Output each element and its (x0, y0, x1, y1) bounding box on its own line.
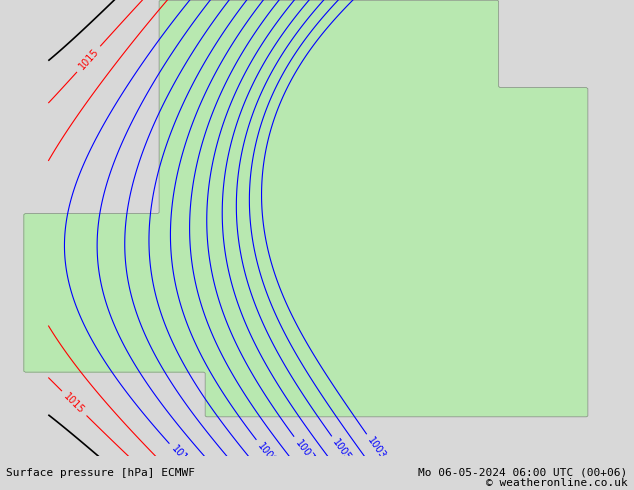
Text: 1005: 1005 (331, 438, 353, 463)
Text: 1013: 1013 (169, 444, 193, 469)
Text: 1008: 1008 (299, 470, 322, 490)
Text: 1015: 1015 (77, 47, 101, 72)
Text: 1014: 1014 (174, 475, 198, 490)
Text: 1010: 1010 (261, 472, 284, 490)
Text: 1015: 1015 (62, 391, 86, 416)
Text: Surface pressure [hPa] ECMWF: Surface pressure [hPa] ECMWF (6, 467, 195, 478)
Text: 1004: 1004 (373, 470, 396, 490)
Text: © weatheronline.co.uk: © weatheronline.co.uk (486, 478, 628, 488)
Text: 1006: 1006 (337, 470, 359, 490)
Text: 1009: 1009 (256, 441, 278, 466)
Text: Mo 06-05-2024 06:00 UTC (00+06): Mo 06-05-2024 06:00 UTC (00+06) (418, 467, 628, 478)
Text: 1012: 1012 (218, 472, 242, 490)
Text: 1003: 1003 (365, 436, 388, 461)
Text: 1007: 1007 (293, 438, 316, 464)
